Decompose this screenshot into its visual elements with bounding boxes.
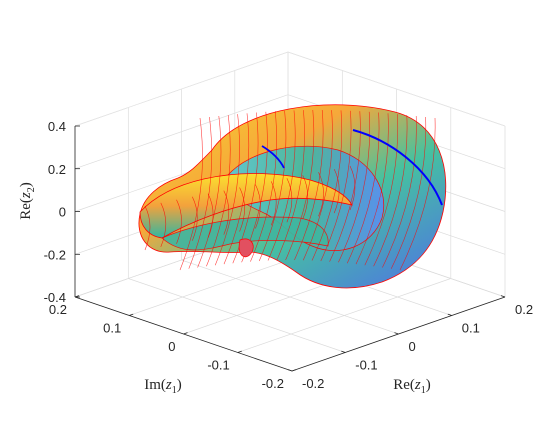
- tick-labels: -0.2-0.100.10.2-0.2-0.100.10.2-0.4-0.200…: [44, 119, 533, 391]
- mesh-line: [192, 196, 198, 241]
- y-tick-label: -0.1: [207, 358, 229, 373]
- mesh-line: [285, 109, 315, 261]
- mesh-line: [176, 199, 182, 244]
- mesh-line: [302, 175, 308, 220]
- mesh-line: [286, 178, 293, 223]
- mesh-line: [144, 205, 151, 251]
- mesh-line: [239, 187, 245, 232]
- axis-labels: Re(z1) Im(z1) Re(z2): [18, 182, 431, 396]
- y-tick-mark: [183, 332, 188, 335]
- surface: [138, 104, 447, 289]
- mesh-line: [333, 168, 340, 214]
- y-tick-mark: [129, 313, 134, 316]
- mesh-line: [349, 165, 356, 211]
- x-axis-label: Re(z1): [393, 377, 431, 396]
- grid-line: [74, 94, 289, 170]
- mesh-line: [373, 115, 408, 267]
- x-tick-label: -0.1: [355, 358, 377, 373]
- mesh-line: [338, 111, 370, 263]
- x-tick-label: -0.2: [302, 376, 324, 391]
- mesh-line: [250, 111, 277, 262]
- y-tick-label: -0.2: [262, 376, 284, 391]
- mesh-line: [302, 110, 333, 261]
- y-tick-mark: [291, 369, 297, 372]
- z-tick-label: -0.4: [44, 290, 66, 305]
- mesh-line: [223, 113, 250, 265]
- z-axis-label: Re(z2): [18, 182, 37, 220]
- mesh-line: [214, 114, 240, 266]
- box-edge: [74, 51, 506, 127]
- mesh-line: [329, 111, 361, 262]
- highlight-curve: [352, 129, 443, 206]
- mesh-line: [197, 115, 222, 268]
- y-axis-label: Im(z1): [144, 377, 182, 396]
- x-tick-mark: [341, 350, 346, 353]
- mesh-line: [207, 193, 214, 238]
- mesh-line: [346, 112, 380, 264]
- z-tick-label: 0.4: [48, 119, 66, 134]
- mesh-line: [255, 184, 261, 229]
- x-tick-mark: [394, 332, 399, 335]
- mesh-line: [355, 113, 389, 265]
- grid-line: [237, 278, 451, 353]
- mesh-line: [223, 190, 230, 235]
- mesh-line: [311, 110, 343, 261]
- z-tick-label: 0.2: [48, 162, 66, 177]
- surface-tube-under: [161, 216, 329, 251]
- mesh-line: [390, 116, 427, 269]
- mesh-line: [188, 116, 213, 269]
- mesh-line: [382, 115, 417, 268]
- mesh-line: [318, 172, 324, 217]
- x-tick-mark: [447, 313, 452, 316]
- mesh-line: [364, 114, 399, 266]
- mesh-line: [270, 181, 277, 226]
- z-tick-label: 0: [59, 205, 66, 220]
- z-tick-label: -0.2: [44, 247, 66, 262]
- mesh-line: [179, 117, 203, 271]
- mesh-line: [160, 202, 167, 248]
- mesh-line: [320, 110, 352, 262]
- highlight-curve: [261, 145, 285, 169]
- mesh-line: [276, 110, 305, 261]
- y-tick-label: 0: [168, 339, 175, 354]
- x-tick-mark: [287, 369, 293, 372]
- mesh-line: [294, 109, 324, 261]
- mesh-line: [258, 110, 287, 262]
- x-tick-label: 0: [409, 339, 416, 354]
- x-tick-label: 0.1: [462, 321, 480, 336]
- x-tick-mark: [500, 295, 506, 298]
- y-tick-mark: [237, 350, 242, 353]
- y-tick-label: 0.2: [49, 302, 67, 317]
- x-tick-label: 0.2: [515, 302, 533, 317]
- mesh-line: [399, 117, 436, 271]
- mesh-line: [206, 115, 231, 267]
- y-tick-label: 0.1: [103, 321, 121, 336]
- mesh-line: [267, 110, 296, 261]
- surface-loop: [238, 238, 254, 258]
